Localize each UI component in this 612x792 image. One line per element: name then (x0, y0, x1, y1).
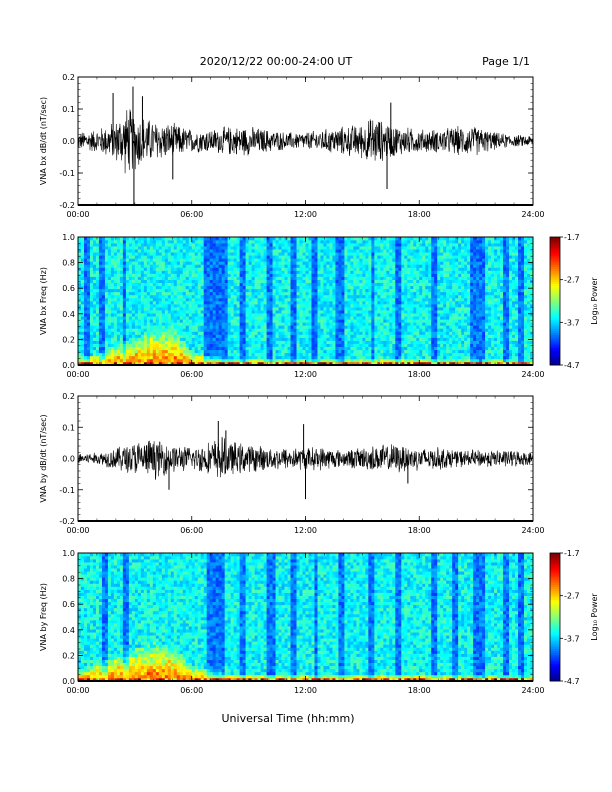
y-tick-label: 0.2 (62, 651, 75, 660)
y-axis-label: VNA bx dB/dt (nT/sec) (39, 97, 48, 185)
y-tick-label: 0.2 (62, 73, 75, 82)
y-tick-label: -0.1 (59, 169, 75, 178)
x-tick-label: 00:00 (66, 370, 89, 379)
y-axis-label: VNA bx Freq (Hz) (39, 267, 48, 335)
y-tick-label: 0.6 (62, 600, 75, 609)
by-waveform-panel: 0.2 0.1 0.0 -0.1 -0.200:00 06:00 12:00 18:00 24:… (39, 392, 545, 535)
y-tick-label: -0.1 (59, 486, 75, 495)
colorbar-label: Log₁₀ Power (590, 277, 599, 325)
y-tick-label: 0.2 (62, 392, 75, 401)
x-tick-label: 06:00 (180, 210, 203, 219)
y-tick-label: 0.1 (62, 105, 75, 114)
x-tick-label: 24:00 (521, 210, 544, 219)
y-tick-label: 0.2 (62, 335, 75, 344)
x-tick-label: 24:00 (521, 370, 544, 379)
bx-spectrogram-panel: -1.7 -2.7 -3.7 -4.7 Log₁₀ Power 1.0 0.8 0.6 0.4 0… (39, 233, 599, 379)
y-tick-label: 0.8 (62, 259, 75, 268)
x-tick-label: 00:00 (66, 686, 89, 695)
y-tick-label: 0.4 (62, 310, 75, 319)
x-tick-label: 12:00 (294, 686, 317, 695)
figure-title: 2020/12/22 00:00-24:00 UT (200, 55, 353, 68)
x-tick-label: 12:00 (294, 370, 317, 379)
x-tick-label: 18:00 (408, 370, 431, 379)
colorbar: -1.7 -2.7 -3.7 -4.7 Log₁₀ Power (549, 233, 599, 370)
colorbar-tick-label: -4.7 (564, 677, 580, 686)
y-axis-label: VNA by dB/dt (nT/sec) (39, 414, 48, 502)
bx-waveform-panel: 0.2 0.1 0.0 -0.1 -0.200:00 06:00 12:00 18:00 24:… (39, 73, 545, 219)
x-axis-label: Universal Time (hh:mm) (222, 712, 355, 725)
y-tick-label: -0.2 (59, 517, 75, 526)
x-tick-label: 00:00 (66, 526, 89, 535)
colorbar-tick-label: -4.7 (564, 361, 580, 370)
x-tick-label: 12:00 (294, 526, 317, 535)
y-tick-label: 0.8 (62, 575, 75, 584)
colorbar-tick-label: -2.7 (564, 276, 580, 285)
y-tick-label: -0.2 (59, 201, 75, 210)
y-tick-label: 0.0 (62, 137, 75, 146)
x-tick-label: 24:00 (521, 686, 544, 695)
colorbar-tick-label: -1.7 (564, 233, 580, 242)
colorbar-tick-label: -3.7 (564, 634, 580, 643)
x-tick-label: 06:00 (180, 370, 203, 379)
y-axis-label: VNA by Freq (Hz) (39, 583, 48, 651)
spectrogram-cells (78, 237, 534, 366)
y-tick-label: 0.1 (62, 423, 75, 432)
colorbar-tick-label: -2.7 (564, 592, 580, 601)
by-spectrogram-panel: -1.7 -2.7 -3.7 -4.7 Log₁₀ Power 1.0 0.8 0.6 0.4 0… (39, 549, 599, 695)
colorbar-label: Log₁₀ Power (590, 593, 599, 641)
x-tick-label: 00:00 (66, 210, 89, 219)
waveform-series (77, 436, 534, 480)
y-tick-label: 0.0 (62, 361, 75, 370)
y-tick-label: 0.0 (62, 677, 75, 686)
colorbar: -1.7 -2.7 -3.7 -4.7 Log₁₀ Power (549, 549, 599, 686)
x-tick-label: 18:00 (408, 686, 431, 695)
x-tick-label: 06:00 (180, 526, 203, 535)
colorbar-tick-label: -3.7 (564, 318, 580, 327)
x-tick-label: 18:00 (408, 210, 431, 219)
y-tick-label: 0.4 (62, 626, 75, 635)
y-tick-label: 1.0 (62, 233, 75, 242)
x-tick-label: 06:00 (180, 686, 203, 695)
spectrogram-cells (78, 553, 534, 682)
x-tick-label: 12:00 (294, 210, 317, 219)
y-tick-label: 0.6 (62, 284, 75, 293)
waveform-series (77, 109, 534, 174)
x-tick-label: 18:00 (408, 526, 431, 535)
x-tick-label: 24:00 (521, 526, 544, 535)
y-tick-label: 1.0 (62, 549, 75, 558)
page-indicator: Page 1/1 (482, 55, 530, 68)
colorbar-tick-label: -1.7 (564, 549, 580, 558)
y-tick-label: 0.0 (62, 455, 75, 464)
